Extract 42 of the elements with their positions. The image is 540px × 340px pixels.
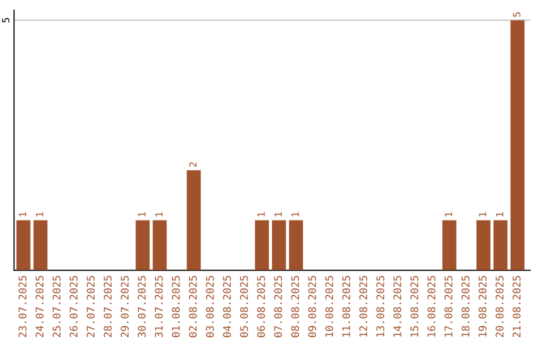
x-tick-label: 11.08.2025	[342, 276, 350, 337]
x-tick-label: 31.07.2025	[154, 276, 163, 338]
x-tick-label: 12.08.2025	[359, 276, 368, 337]
x-tick-label: 05.08.2025	[240, 276, 248, 338]
data-label: 1	[36, 212, 44, 216]
x-tick-label: 03.08.2025	[206, 276, 214, 338]
x-tick-label: 18.08.2025	[462, 276, 470, 337]
x-tick-label: 25.07.2025	[52, 276, 61, 338]
data-label: 1	[292, 212, 299, 216]
x-tick-label: 26.07.2025	[70, 276, 78, 338]
data-label: 1	[19, 212, 26, 216]
x-tick-label: 13.08.2025	[376, 276, 384, 337]
x-tick-label: 07.08.2025	[274, 276, 282, 338]
data-label: 1	[496, 212, 504, 216]
data-label: 5	[513, 12, 520, 17]
data-label: 1	[155, 212, 162, 216]
x-tick-label: 27.07.2025	[86, 276, 95, 338]
x-tick-label: 02.08.2025	[188, 276, 197, 338]
x-tick-label: 19.08.2025	[478, 276, 486, 337]
data-label: 1	[258, 212, 265, 216]
x-tick-label: 20.08.2025	[496, 276, 504, 338]
x-tick-label: 08.08.2025	[291, 276, 300, 338]
x-tick-label: 01.08.2025	[172, 276, 180, 338]
x-tick-label: 16.08.2025	[427, 276, 436, 337]
x-tick-label: 23.07.2025	[18, 276, 26, 338]
x-tick-label: 24.07.2025	[36, 276, 44, 338]
x-tick-label: 06.08.2025	[257, 276, 265, 338]
data-label: 1	[138, 212, 146, 216]
x-tick-label: 10.08.2025	[325, 276, 334, 337]
x-tick-label: 17.08.2025	[444, 276, 452, 337]
data-label: 1	[479, 212, 486, 216]
x-tick-label: 04.08.2025	[223, 276, 231, 338]
data-label: 1	[444, 212, 452, 216]
x-tick-label: 28.07.2025	[104, 276, 112, 338]
x-tick-label: 15.08.2025	[410, 276, 418, 337]
x-tick-label: 14.08.2025	[393, 276, 402, 337]
data-label: 2	[189, 162, 196, 167]
x-tick-label: 21.08.2025	[512, 276, 521, 338]
x-tick-label: 30.07.2025	[138, 276, 146, 338]
data-label: 1	[274, 212, 282, 216]
x-tick-label: 09.08.2025	[308, 276, 316, 338]
x-tick-label: 29.07.2025	[120, 276, 129, 338]
